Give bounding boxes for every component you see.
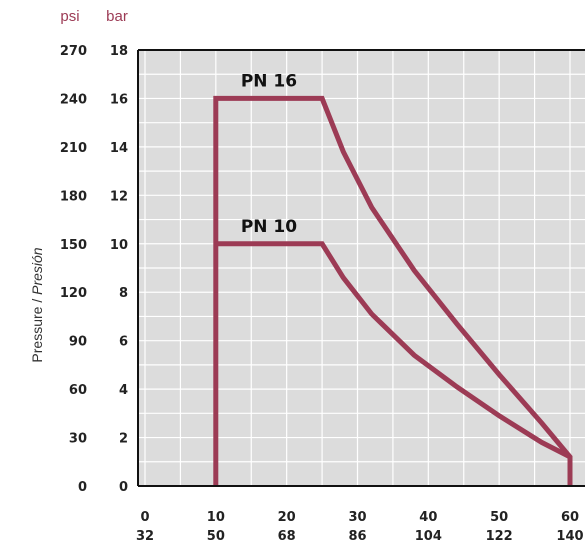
x-tick-celsius: 40 — [419, 510, 437, 525]
series-label-pn-16: PN 16 — [241, 71, 297, 91]
y-axis-label: Pressure / Presión — [29, 247, 45, 362]
x-tick-fahrenheit: 32 — [136, 529, 154, 544]
x-tick-fahrenheit: 140 — [556, 529, 583, 544]
y-tick-bar: 0 — [119, 480, 128, 495]
y-tick-bar: 10 — [110, 238, 128, 253]
x-tick-celsius: 30 — [348, 510, 366, 525]
y-tick-bar: 14 — [110, 141, 128, 156]
series-group: PN 16 PN 10 — [213, 71, 573, 486]
y-tick-psi: 120 — [60, 286, 87, 301]
x-tick-celsius: 50 — [490, 510, 508, 525]
x-tick-celsius: 10 — [207, 510, 225, 525]
x-tick-fahrenheit: 122 — [486, 529, 513, 544]
series-line-pn-16 — [213, 95, 573, 486]
x-tick-fahrenheit: 86 — [348, 529, 366, 544]
y-axis-label-separator: / — [29, 295, 45, 307]
y-tick-bar: 18 — [110, 44, 128, 59]
y-tick-psi: 90 — [69, 335, 87, 350]
y-tick-bar: 16 — [110, 92, 128, 107]
series-label-pn-10: PN 10 — [241, 217, 297, 237]
y-tick-psi: 60 — [69, 383, 87, 398]
x-tick-celsius: 0 — [140, 510, 149, 525]
y-tick-psi: 270 — [60, 44, 87, 59]
y-tick-psi: 180 — [60, 189, 87, 204]
bar-unit-label: bar — [106, 8, 128, 25]
y-tick-bar: 12 — [110, 189, 128, 204]
x-tick-celsius: 60 — [561, 510, 579, 525]
psi-unit-label: psi — [60, 8, 79, 25]
x-tick-fahrenheit: 68 — [278, 529, 296, 544]
y-tick-bar: 2 — [119, 432, 128, 447]
y-tick-psi: 0 — [78, 480, 87, 495]
series-line-pn-10 — [215, 241, 572, 460]
y-tick-psi: 30 — [69, 432, 87, 447]
y-axis-label-alt: Presión — [29, 247, 45, 295]
y-tick-bar: 4 — [119, 383, 128, 398]
x-tick-fahrenheit: 50 — [207, 529, 225, 544]
y-axis-label-main: Pressure — [29, 306, 45, 362]
y-tick-psi: 210 — [60, 141, 87, 156]
x-tick-fahrenheit: 104 — [415, 529, 442, 544]
y-tick-psi: 150 — [60, 238, 87, 253]
axes — [137, 49, 585, 487]
y-tick-psi: 240 — [60, 92, 87, 107]
y-tick-bar: 8 — [119, 286, 128, 301]
x-tick-celsius: 20 — [278, 510, 296, 525]
y-tick-bar: 6 — [119, 335, 128, 350]
